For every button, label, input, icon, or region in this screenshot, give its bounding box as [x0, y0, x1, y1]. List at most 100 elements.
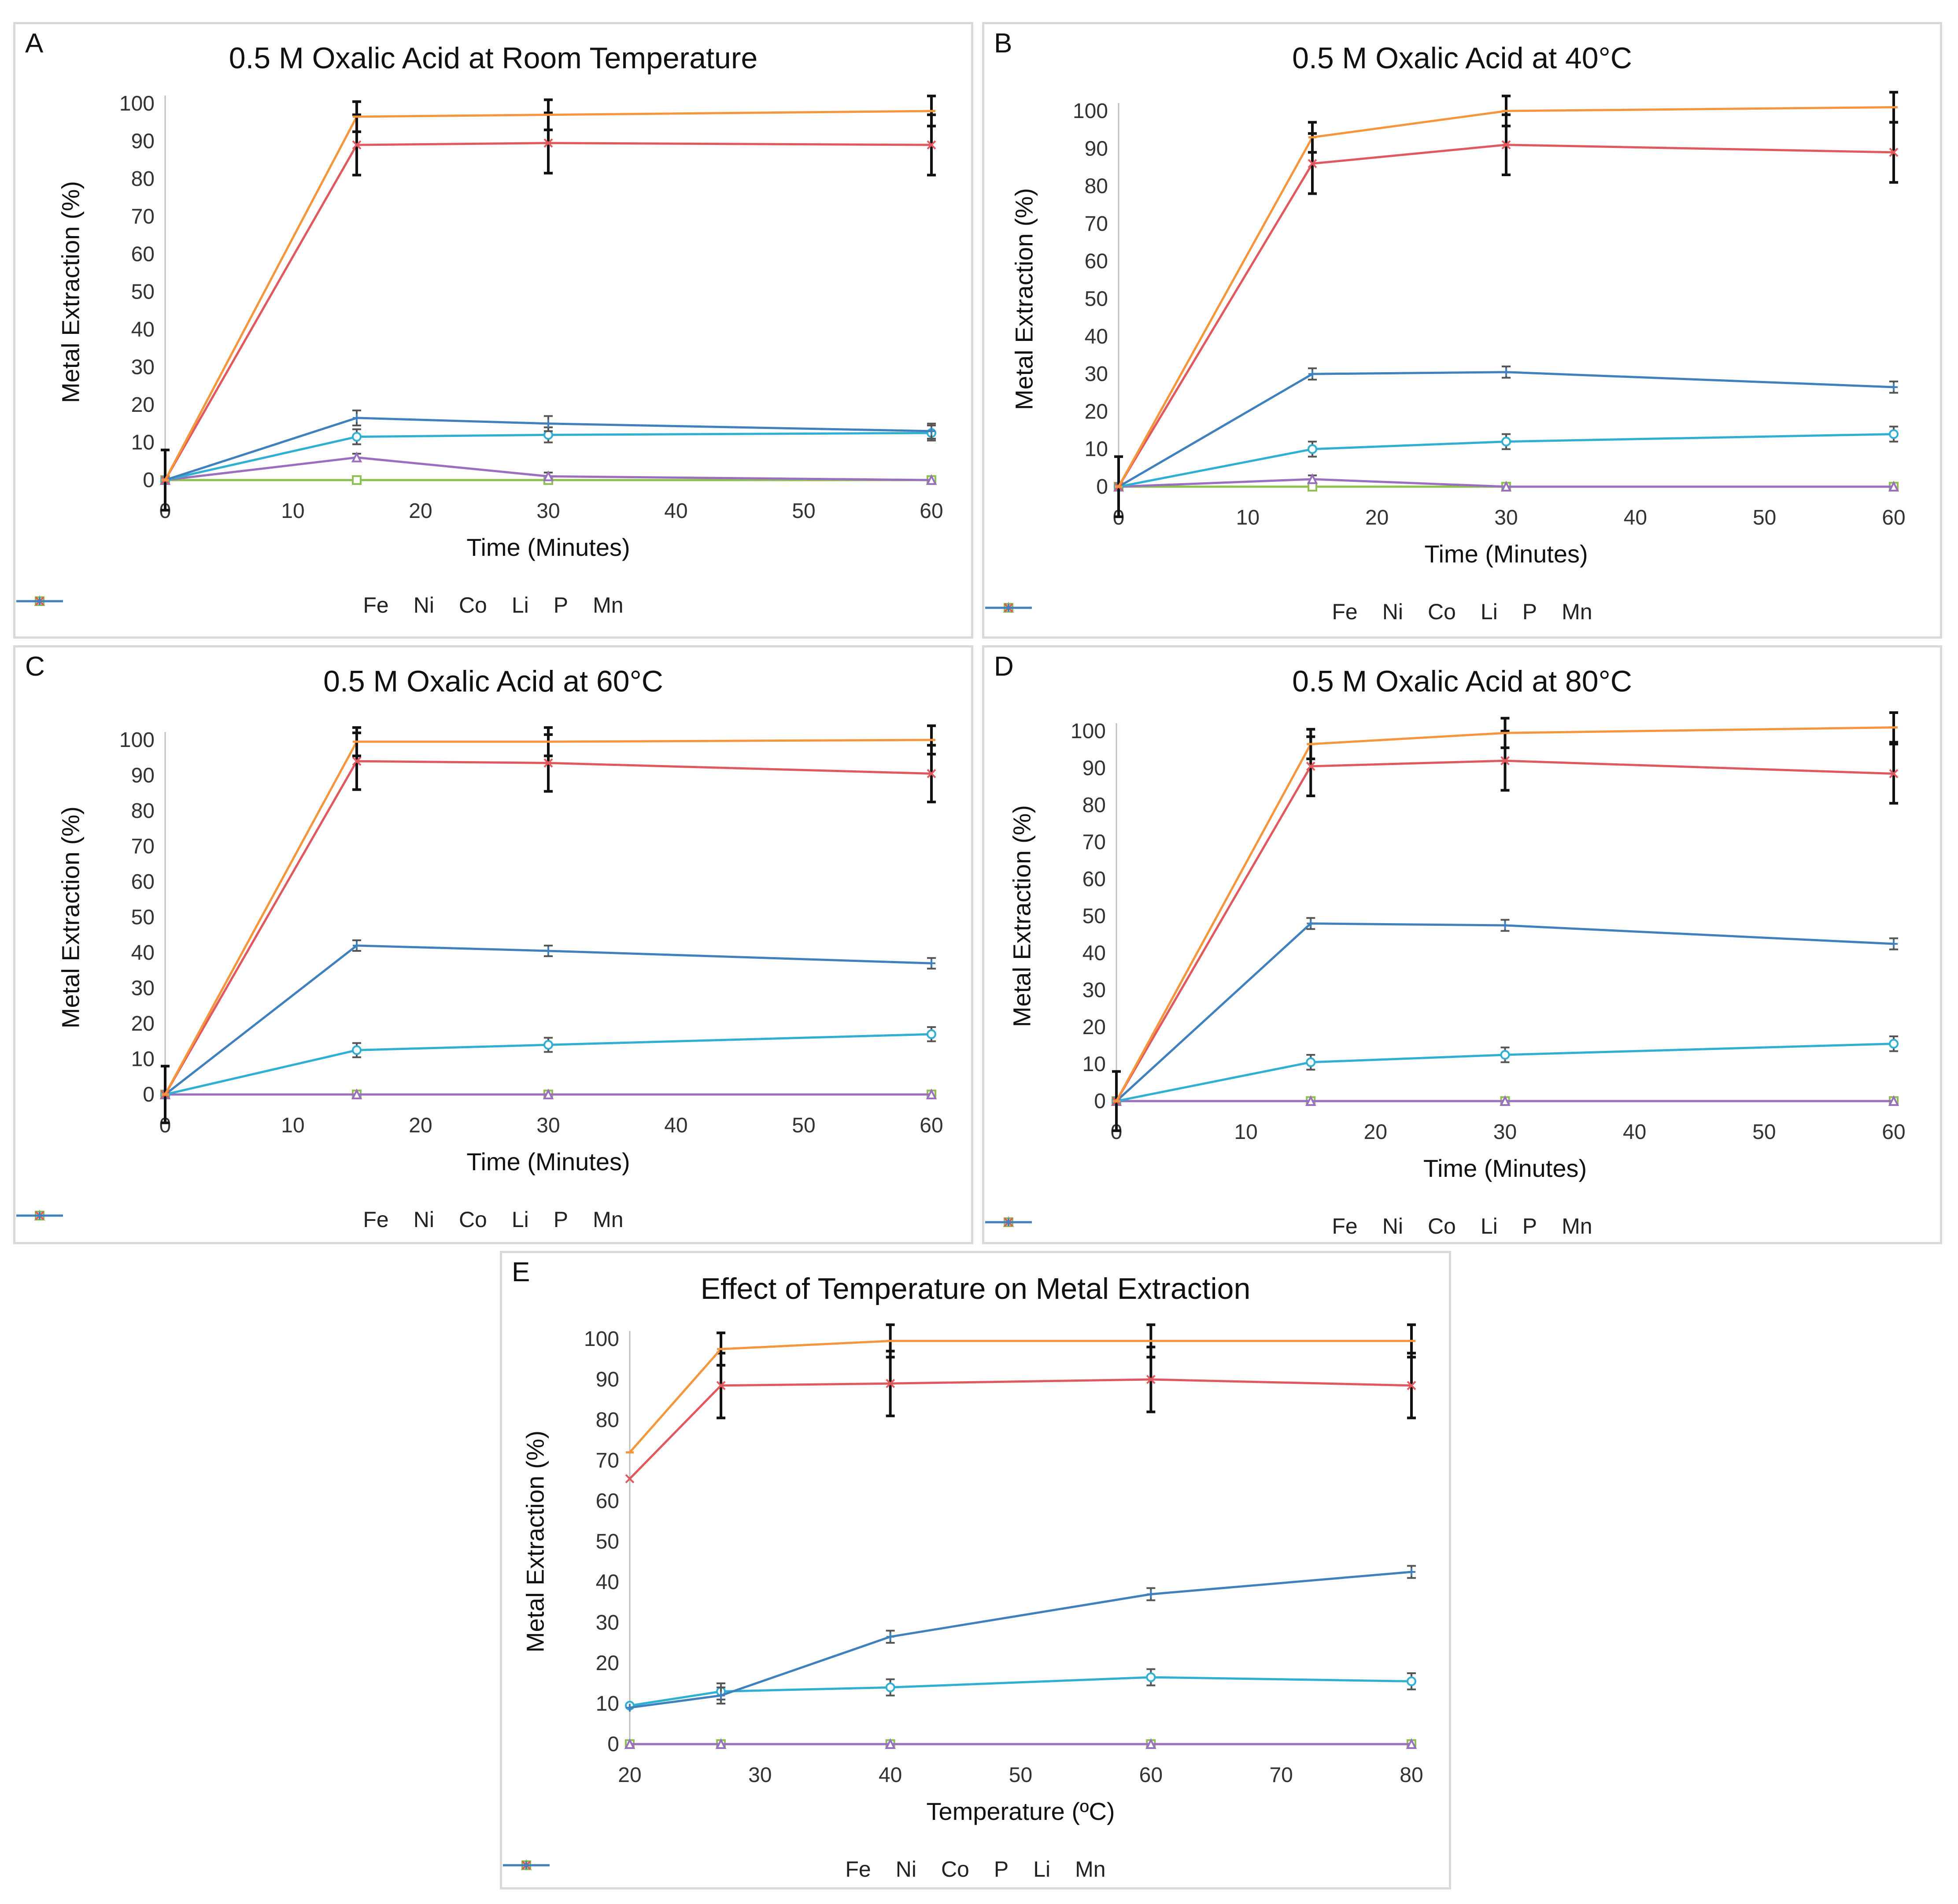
y-tick-label: 10 [596, 1692, 619, 1715]
legend-label: Fe [1332, 599, 1358, 624]
x-tick-label: 40 [1624, 506, 1647, 529]
series-line-fe [1118, 433, 1894, 488]
data-point-fe [1306, 1057, 1316, 1067]
data-point-mn [353, 414, 361, 422]
y-tick-label: 100 [119, 728, 155, 752]
data-point-li [927, 769, 936, 778]
x-tick-label: 60 [1139, 1764, 1163, 1787]
y-tick-label: 50 [1082, 905, 1106, 928]
legend-item-ni: Ni [16, 1207, 434, 1232]
series-line-p [629, 1340, 1411, 1453]
series-line-fe [1116, 1043, 1894, 1102]
y-tick-label: 90 [131, 764, 155, 787]
x-tick-label: 60 [920, 1114, 943, 1137]
legend-marker [1005, 604, 1012, 612]
data-point-fe [885, 1682, 895, 1693]
legend-item-li: Li [985, 1213, 1498, 1239]
data-point-mn [927, 959, 935, 968]
legend-label: Mn [593, 593, 624, 617]
chart-plot: 0 10 20 30 40 50 60 70 80 90 100 20 30 40 50 60 70 80 [584, 1323, 1423, 1787]
x-tick-label: 20 [409, 1114, 432, 1137]
data-point-mn [544, 419, 552, 428]
y-tick-label: 60 [131, 243, 155, 266]
data-point-ni [715, 1738, 727, 1749]
chart-title: 0.5 M Oxalic Acid at 40°C [1292, 41, 1632, 75]
x-tick-label: 50 [1009, 1764, 1032, 1787]
y-axis-label: Metal Extraction (%) [521, 1430, 549, 1653]
y-tick-label: 70 [596, 1449, 619, 1472]
data-point-fe [352, 1045, 362, 1055]
series-p [1115, 91, 1898, 488]
y-tick-label: 80 [1085, 175, 1108, 198]
legend-label: Co [458, 1207, 487, 1232]
data-point-mn [1890, 940, 1898, 948]
data-point-ni [1500, 481, 1512, 492]
chart-legend: Fe Ni Co P Li Mn [502, 1856, 1449, 1882]
y-tick-label: 10 [1082, 1053, 1106, 1076]
series-line-fe [165, 1033, 932, 1096]
data-point-mn [927, 427, 935, 435]
panel-b: B 0.5 M Oxalic Acid at 40°C 0 10 20 30 40 50 60 7… [982, 22, 1942, 639]
chart-title: Effect of Temperature on Metal Extractio… [700, 1272, 1251, 1305]
legend-swatch [985, 604, 1032, 612]
data-point-ni [543, 470, 554, 481]
data-point-mn [1147, 1590, 1155, 1598]
y-tick-label: 100 [1071, 720, 1106, 743]
legend-marker [522, 1861, 530, 1869]
y-tick-label: 80 [131, 799, 155, 823]
y-tick-label: 100 [119, 92, 155, 115]
x-axis-label: Time (Minutes) [1423, 1154, 1587, 1182]
x-tick-label: 40 [879, 1764, 902, 1787]
legend-item-co: Co [985, 599, 1456, 625]
legend-item-fe: Fe [16, 1207, 389, 1232]
x-axis-label: Time (Minutes) [466, 533, 630, 561]
data-point-fe [927, 1029, 936, 1039]
legend-label: Ni [895, 1857, 916, 1882]
x-tick-label: 10 [281, 1114, 304, 1137]
data-point-ni [624, 1738, 635, 1749]
series-li [1114, 113, 1899, 518]
panel-c: C 0.5 M Oxalic Acid at 60°C 0 10 20 30 40 50 60 7… [13, 645, 973, 1244]
legend-label: Co [941, 1857, 969, 1882]
y-axis-label: Metal Extraction (%) [56, 181, 85, 403]
legend-label: Ni [413, 593, 434, 617]
y-tick-label: 90 [131, 130, 155, 153]
y-tick-label: 30 [131, 977, 155, 1000]
legend-label: P [553, 593, 569, 617]
x-tick-label: 30 [536, 499, 560, 523]
series-mn [626, 1565, 1416, 1712]
series-mn [1112, 917, 1898, 1105]
panel-d: D 0.5 M Oxalic Acid at 80°C 0 10 20 30 40 50 60 7… [982, 645, 1942, 1244]
data-point-fe [1889, 1039, 1899, 1049]
y-tick-label: 60 [1085, 250, 1108, 273]
data-point-mn [886, 1633, 894, 1641]
x-axis-label: Temperature (ºC) [926, 1797, 1115, 1825]
series-line-p [1117, 106, 1894, 488]
x-tick-label: 50 [1752, 1120, 1776, 1144]
legend-item-fe: Fe [985, 1213, 1358, 1239]
legend-label: Mn [1562, 599, 1592, 624]
legend-label: Mn [593, 1207, 624, 1232]
y-tick-label: 0 [607, 1733, 619, 1756]
series-line-li [164, 760, 932, 1095]
series-line-mn [629, 1571, 1412, 1709]
legend-item-li: Li [503, 1856, 1051, 1882]
panel-letter: E [512, 1257, 530, 1287]
data-point-fe [543, 430, 553, 440]
legend-item-p: P [16, 592, 569, 618]
series-fe [1112, 1035, 1899, 1106]
data-point-ni [1500, 1095, 1511, 1106]
data-point-li [1500, 756, 1510, 765]
series-ni [1111, 1095, 1899, 1106]
data-point-mn [717, 1691, 725, 1700]
series-li [625, 1346, 1416, 1483]
legend-marker [36, 597, 44, 605]
data-point-ni [1145, 1738, 1156, 1749]
y-tick-label: 50 [131, 906, 155, 929]
data-point-mn [1307, 919, 1315, 928]
y-tick-label: 30 [1082, 979, 1106, 1002]
legend-label: Li [1033, 1857, 1051, 1882]
data-point-li [716, 1381, 726, 1390]
y-tick-label: 50 [131, 281, 155, 304]
